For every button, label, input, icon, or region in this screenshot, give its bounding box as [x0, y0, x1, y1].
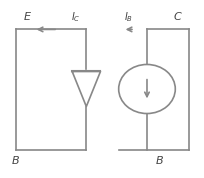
Text: B: B: [12, 156, 19, 166]
Text: E: E: [24, 12, 31, 22]
Text: $I_C$: $I_C$: [71, 10, 81, 24]
Text: C: C: [173, 12, 180, 22]
Text: $I_B$: $I_B$: [124, 10, 133, 24]
Text: B: B: [155, 156, 162, 166]
